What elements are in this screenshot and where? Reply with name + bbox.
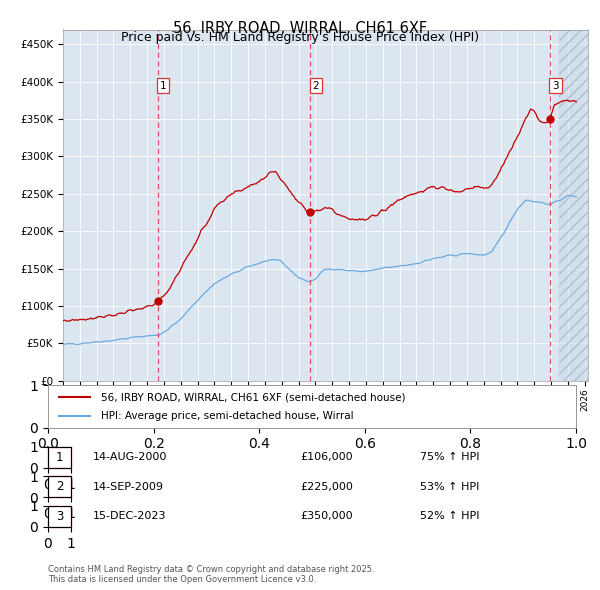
Text: £350,000: £350,000 <box>300 512 353 521</box>
Text: 56, IRBY ROAD, WIRRAL, CH61 6XF: 56, IRBY ROAD, WIRRAL, CH61 6XF <box>173 21 427 35</box>
Text: 2: 2 <box>313 80 319 90</box>
Text: 3: 3 <box>552 80 559 90</box>
Text: 53% ↑ HPI: 53% ↑ HPI <box>420 482 479 491</box>
Text: 2: 2 <box>56 480 63 493</box>
Text: £106,000: £106,000 <box>300 453 353 462</box>
Text: HPI: Average price, semi-detached house, Wirral: HPI: Average price, semi-detached house,… <box>101 411 353 421</box>
Text: 75% ↑ HPI: 75% ↑ HPI <box>420 453 479 462</box>
Text: Contains HM Land Registry data © Crown copyright and database right 2025.
This d: Contains HM Land Registry data © Crown c… <box>48 565 374 584</box>
Bar <box>559 30 588 381</box>
Text: £225,000: £225,000 <box>300 482 353 491</box>
Text: 3: 3 <box>56 510 63 523</box>
Text: 14-SEP-2009: 14-SEP-2009 <box>93 482 164 491</box>
Bar <box>559 30 588 381</box>
Text: 56, IRBY ROAD, WIRRAL, CH61 6XF (semi-detached house): 56, IRBY ROAD, WIRRAL, CH61 6XF (semi-de… <box>101 392 406 402</box>
Text: 52% ↑ HPI: 52% ↑ HPI <box>420 512 479 521</box>
Text: 14-AUG-2000: 14-AUG-2000 <box>93 453 167 462</box>
Text: 1: 1 <box>56 451 63 464</box>
Text: Price paid vs. HM Land Registry's House Price Index (HPI): Price paid vs. HM Land Registry's House … <box>121 31 479 44</box>
Text: 1: 1 <box>160 80 166 90</box>
Text: 15-DEC-2023: 15-DEC-2023 <box>93 512 167 521</box>
